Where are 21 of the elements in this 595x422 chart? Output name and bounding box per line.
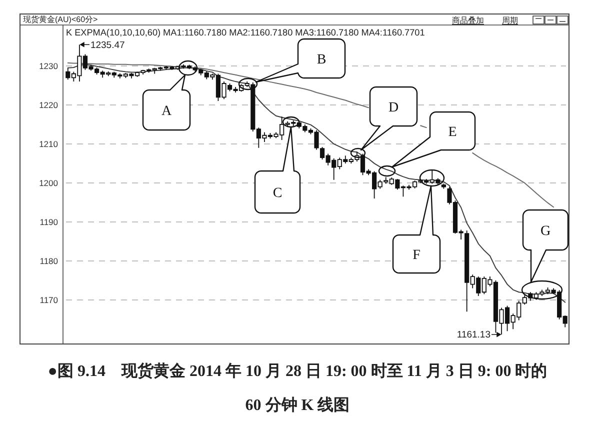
annotation: A bbox=[161, 104, 172, 119]
annotation: 1235.47 bbox=[90, 40, 125, 51]
y-tick-label: 1180 bbox=[40, 256, 58, 266]
annotation: G bbox=[540, 224, 551, 239]
y-tick-label: 1170 bbox=[40, 294, 58, 305]
annotation: B bbox=[316, 52, 326, 68]
annotation: D bbox=[388, 100, 399, 116]
annotation: 周期 bbox=[502, 16, 518, 25]
annotation: F bbox=[412, 248, 421, 263]
y-tick-label: 1190 bbox=[40, 216, 58, 227]
y-tick-label: 1230 bbox=[39, 60, 58, 71]
annotation: 1161.13 bbox=[456, 330, 491, 341]
annotation: E bbox=[448, 125, 457, 140]
y-tick-label: 1210 bbox=[39, 138, 58, 149]
chart-subtitle: 现货黄金(AU)<60分> bbox=[23, 15, 98, 24]
y-tick-label: 1220 bbox=[39, 100, 58, 110]
y-tick-label: 1200 bbox=[39, 178, 58, 188]
annotation: K EXPMA(10,10,10,60) MA1:1160.7180 MA2:1160.7180 MA3:1160.7180 MA4:1160.7701 bbox=[66, 28, 425, 38]
text: ●图 9.14 现货黄金 2014 年 10 月 28 日 19: 00 时至 11 月 3 日 9: 00 时的 60 分钟 K 线图 bbox=[46, 362, 548, 416]
annotation: C bbox=[272, 186, 282, 201]
annotation: 商品叠加 bbox=[452, 16, 484, 25]
